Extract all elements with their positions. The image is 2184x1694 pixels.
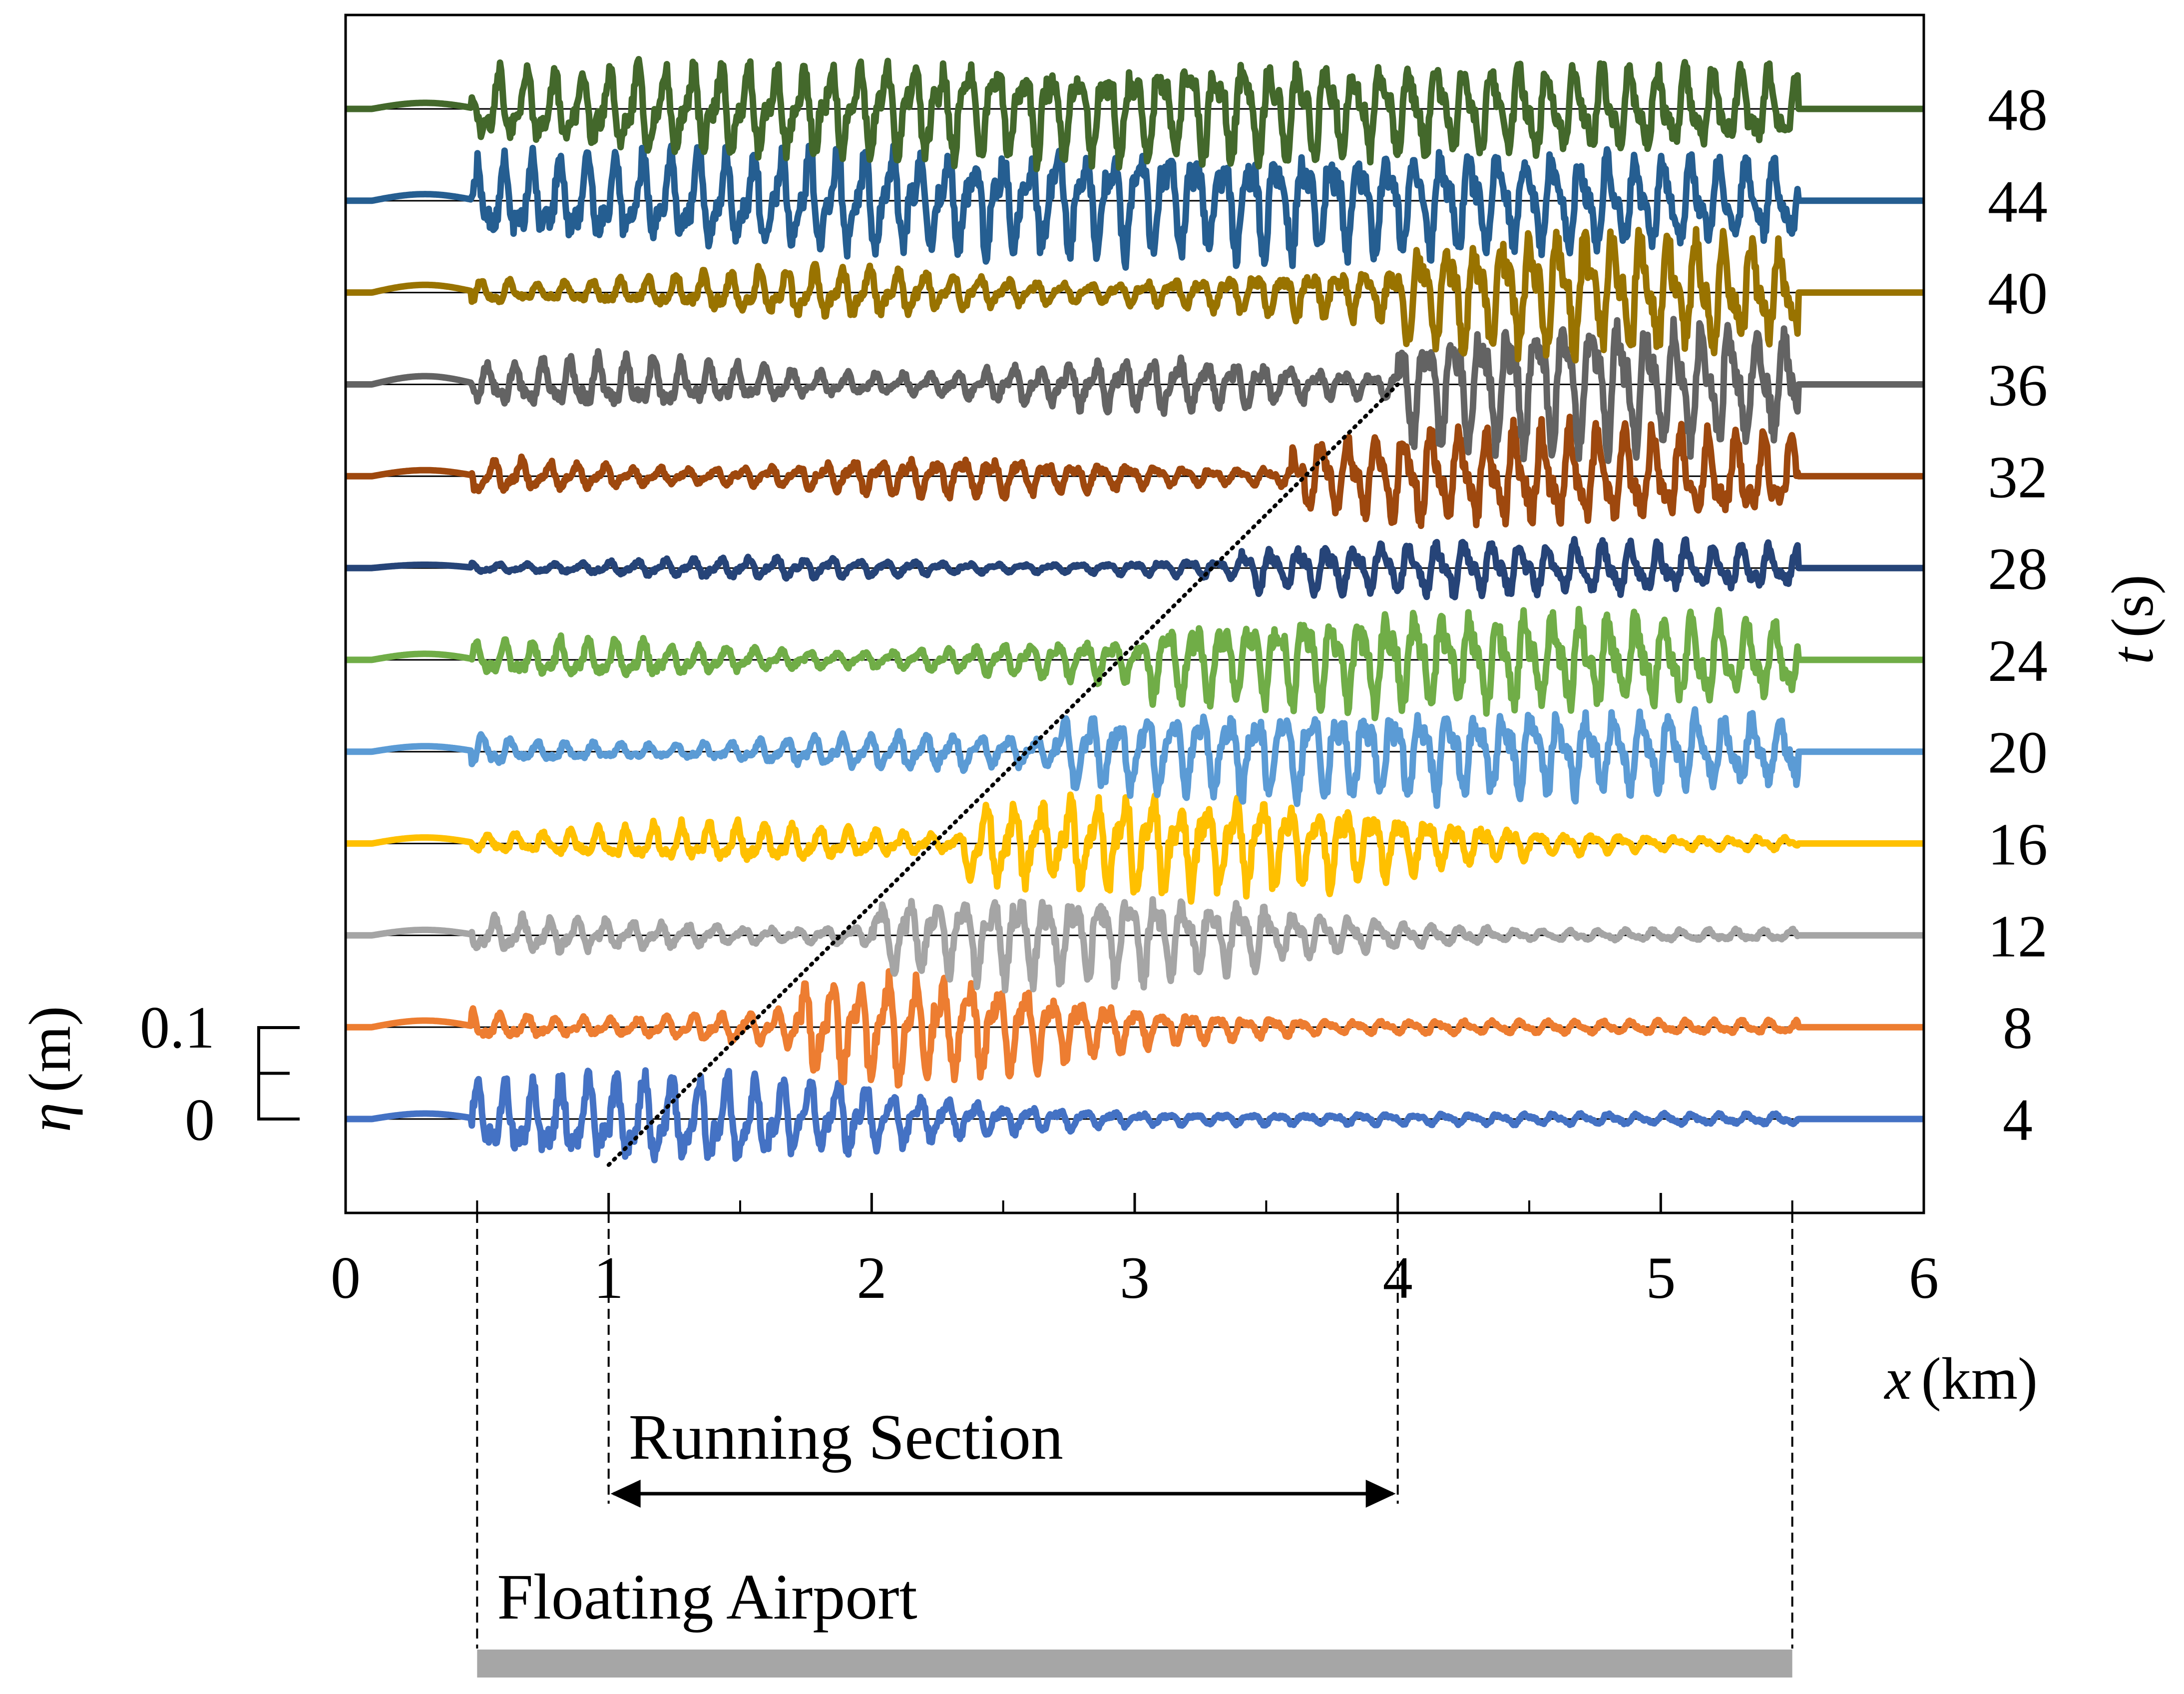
- series-line-t8: [343, 968, 1926, 1089]
- series-group: [343, 56, 1926, 1163]
- running-arrow-head-left: [610, 1480, 641, 1508]
- x-tick-label-3: 3: [1120, 1244, 1150, 1311]
- series-line-t24: [343, 605, 1926, 721]
- series-line-t40: [343, 226, 1926, 364]
- airport-label: Floating Airport: [497, 1561, 917, 1633]
- x-tick-label-6: 6: [1909, 1244, 1939, 1311]
- series-line-t20: [343, 706, 1926, 809]
- y-tick-label-16: 16: [1988, 811, 2048, 878]
- eta-tick-label-top: 0.1: [140, 994, 215, 1061]
- wavefront-dotted-line: [606, 382, 1400, 1167]
- y-tick-label-8: 8: [2003, 995, 2033, 1061]
- running-arrow-head-right: [1365, 1480, 1396, 1508]
- eta-scale-bar: [257, 1026, 300, 1121]
- running-section-label: Running Section: [629, 1401, 1063, 1473]
- y-tick-label-12: 12: [1988, 903, 2048, 969]
- eta-scale-label: η(m): [16, 1006, 83, 1132]
- series-line-t12: [343, 896, 1926, 994]
- series-line-t44: [343, 142, 1926, 271]
- series-line-t48: [343, 56, 1926, 172]
- series-line-t4: [343, 1067, 1926, 1163]
- y-tick-label-20: 20: [1988, 719, 2048, 786]
- y-tick-label-40: 40: [1988, 260, 2048, 327]
- x-tick-label-0: 0: [331, 1244, 361, 1311]
- series-line-t16: [343, 791, 1926, 905]
- y-tick-label-28: 28: [1988, 536, 2048, 602]
- y-tick-label-44: 44: [1988, 168, 2048, 235]
- y-tick-label-4: 4: [2003, 1087, 2033, 1153]
- x-tick-label-5: 5: [1646, 1244, 1676, 1311]
- y-tick-label-48: 48: [1988, 76, 2048, 143]
- x-tick-label-2: 2: [857, 1244, 886, 1311]
- eta-tick-label-bottom: 0: [185, 1087, 215, 1153]
- x-axis-label: x (km): [1883, 1345, 2038, 1412]
- series-line-t32: [343, 414, 1926, 529]
- y-tick-label-36: 36: [1988, 352, 2048, 418]
- y-tick-label-32: 32: [1988, 444, 2048, 510]
- annotation-group: Floating Airport Running Section: [476, 1213, 1793, 1678]
- y-axis-label: t(s): [2099, 574, 2166, 664]
- overlay-group: [606, 382, 1400, 1167]
- airport-bar: [477, 1650, 1792, 1678]
- series-line-t36: [343, 316, 1926, 464]
- series-line-t28: [343, 536, 1926, 600]
- y-tick-label-24: 24: [1988, 627, 2048, 694]
